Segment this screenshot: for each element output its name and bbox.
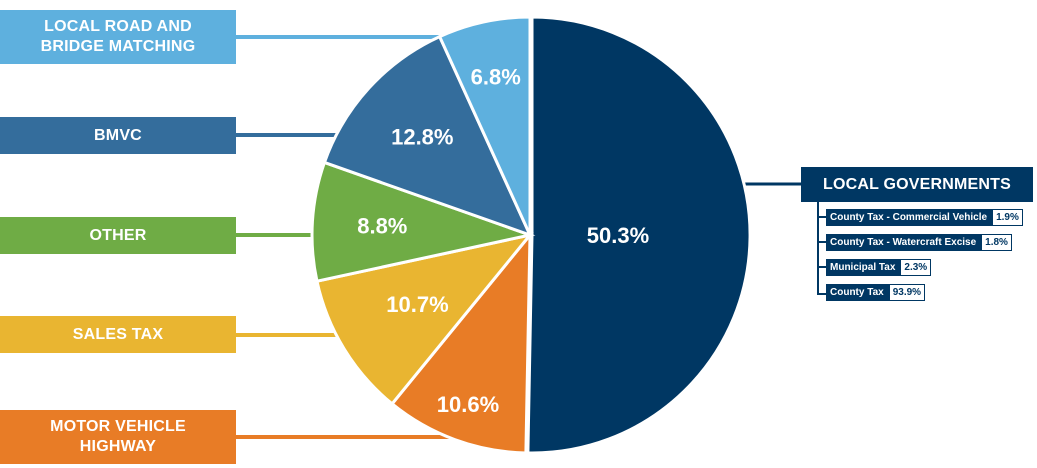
slice-value-label: 12.8% <box>391 124 453 149</box>
breakdown-value: 1.8% <box>982 235 1011 250</box>
breakdown-value: 2.3% <box>901 260 931 275</box>
slice-value-label: 8.8% <box>357 214 407 239</box>
pie-slice-sales-tax <box>315 232 534 406</box>
breakdown-label: County Tax - Commercial Vehicle <box>830 212 988 223</box>
breakdown-label: Municipal Tax <box>830 262 896 273</box>
pie-slice-local-governments <box>526 15 752 455</box>
slice-value-label: 10.6% <box>437 392 499 417</box>
label-local-road-bridge-matching: LOCAL ROAD AND BRIDGE MATCHING <box>0 10 236 64</box>
breakdown-item-watercraft-excise: County Tax - Watercraft Excise 1.8% <box>826 234 1012 251</box>
breakdown-value: 93.9% <box>889 285 925 300</box>
label-bmvc: BMVC <box>0 117 236 154</box>
label-sales-tax: SALES TAX <box>0 316 236 353</box>
pie-slice-bmvc <box>322 34 533 238</box>
breakdown-value: 1.9% <box>993 210 1022 225</box>
pie-slice-local-road-and-bridge-matching <box>437 15 532 236</box>
breakdown-bracket <box>817 202 826 295</box>
label-motor-vehicle-highway: MOTOR VEHICLE HIGHWAY <box>0 410 236 464</box>
slice-value-label: 6.8% <box>471 65 521 90</box>
breakdown-label: County Tax <box>830 287 884 298</box>
breakdown-label: County Tax - Watercraft Excise <box>830 237 977 248</box>
breakdown-item-county-tax: County Tax 93.9% <box>826 284 926 301</box>
pie-slice-other <box>310 160 536 284</box>
pie-slice-motor-vehicle-highway <box>389 230 532 455</box>
slice-value-label: 10.7% <box>386 292 448 317</box>
slice-value-label: 50.3% <box>587 223 649 248</box>
breakdown-item-municipal-tax: Municipal Tax 2.3% <box>826 259 932 276</box>
label-local-governments: LOCAL GOVERNMENTS <box>801 167 1033 202</box>
label-other: OTHER <box>0 217 236 254</box>
breakdown-item-commercial-vehicle: County Tax - Commercial Vehicle 1.9% <box>826 209 1023 226</box>
